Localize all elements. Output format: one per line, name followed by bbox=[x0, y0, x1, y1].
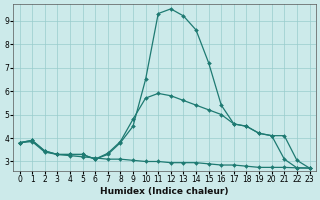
X-axis label: Humidex (Indice chaleur): Humidex (Indice chaleur) bbox=[100, 187, 229, 196]
